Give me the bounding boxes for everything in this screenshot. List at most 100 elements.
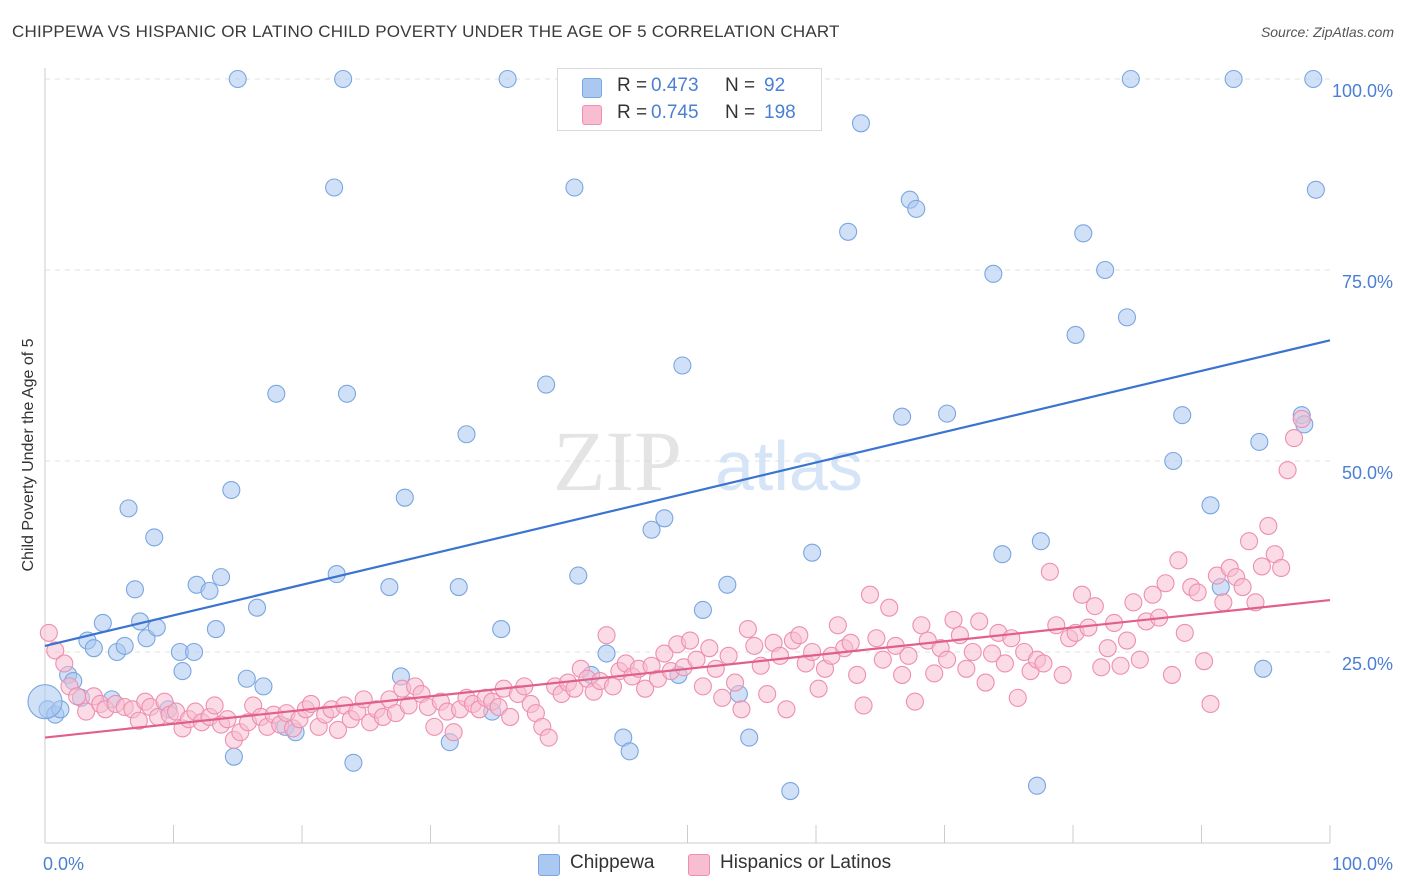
point-hispanic [1072,585,1092,604]
point-hispanic [1252,557,1271,576]
point-hispanic [129,711,148,730]
point-hispanic [444,723,463,742]
point-chippewa [1117,308,1137,327]
point-chippewa [740,728,759,747]
point-hispanic [828,616,847,635]
point-chippewa [655,509,674,528]
point-hispanic [777,700,796,719]
point-chippewa [569,566,588,585]
legend-n-label: N = [725,102,756,123]
point-chippewa [1173,406,1192,425]
point-hispanic [905,692,924,711]
point-hispanic [893,665,912,684]
trend-line-chippewa [44,339,1331,647]
point-chippewa [1306,180,1325,199]
point-hispanic [758,684,777,704]
point-hispanic [539,728,558,747]
point-chippewa [1027,776,1047,795]
point-hispanic [738,620,757,639]
point-hispanic [1175,623,1194,642]
point-chippewa [247,598,267,617]
point-hispanic [912,616,931,635]
point-hispanic [995,654,1014,673]
chart-title: CHIPPEWA VS HISPANIC OR LATINO CHILD POV… [12,22,840,41]
y-tick-label: 100.0% [1332,81,1393,101]
point-hispanic [1085,597,1104,616]
watermark-atlas: atlas [715,427,863,505]
point-chippewa [1254,659,1273,678]
legend-n-label: N = [725,75,756,96]
point-chippewa [185,642,204,662]
point-chippewa [228,69,247,89]
point-hispanic [770,646,790,665]
legend-swatch-chippewa [582,78,602,98]
series-legend: Chippewa Hispanics or Latinos [0,852,1406,878]
x-tick-label: 0.0% [43,854,84,874]
point-hispanic [1047,616,1066,635]
point-hispanic [706,659,725,678]
series-swatch-chippewa [538,854,560,876]
point-hispanic [970,612,989,631]
point-chippewa [206,620,225,639]
point-hispanic [1233,578,1252,597]
point-chippewa [457,425,476,444]
point-chippewa [1201,496,1220,515]
point-hispanic [944,610,963,629]
y-tick-label: 75.0% [1342,272,1393,292]
point-hispanic [976,673,995,692]
point-chippewa [1164,451,1183,471]
point-hispanic [68,687,87,706]
point-hispanic [1201,694,1220,714]
point-hispanic [963,642,982,662]
point-chippewa [224,747,243,766]
point-chippewa [145,528,164,547]
point-hispanic [700,639,719,658]
point-chippewa [938,404,957,423]
legend-n-value: 92 [764,75,786,96]
point-hispanic [1195,652,1214,671]
point-hispanic [1259,516,1278,535]
point-chippewa [907,199,926,218]
y-axis-label: Child Poverty Under the Age of 5 [20,338,37,571]
point-chippewa [597,644,616,663]
point-hispanic [399,696,418,715]
point-chippewa [119,499,138,518]
point-chippewa [84,639,103,658]
point-hispanic [1053,665,1072,684]
legend-n-value: 198 [764,102,796,123]
point-hispanic [1098,639,1117,658]
point-chippewa [93,613,112,633]
point-hispanic [1092,658,1111,677]
point-chippewa [267,384,286,403]
point-chippewa [325,178,344,197]
point-hispanic [1169,551,1188,570]
point-hispanic [1034,654,1053,673]
point-chippewa [27,684,63,720]
point-hispanic [938,650,957,669]
point-chippewa [1066,325,1085,344]
point-chippewa [1096,260,1115,280]
watermark-zip: ZIP [553,413,682,509]
point-hispanic [636,679,655,698]
point-chippewa [380,578,399,597]
point-hispanic [732,700,751,719]
point-hispanic [925,664,944,683]
point-hispanic [1130,650,1149,669]
point-hispanic [957,659,976,678]
point-chippewa [337,384,357,403]
point-chippewa [334,69,353,89]
point-hispanic [1278,461,1297,480]
point-chippewa [173,662,192,681]
legend-r-label: R = [617,75,648,96]
point-hispanic [1124,593,1143,612]
y-tick-label: 25.0% [1342,654,1393,674]
point-chippewa [211,568,231,587]
point-hispanic [982,644,1002,663]
point-hispanic [790,626,809,645]
point-chippewa [344,753,363,772]
point-chippewa [839,222,858,241]
point-hispanic [745,636,764,655]
point-hispanic [1292,409,1311,429]
trend-lines [44,339,1331,739]
